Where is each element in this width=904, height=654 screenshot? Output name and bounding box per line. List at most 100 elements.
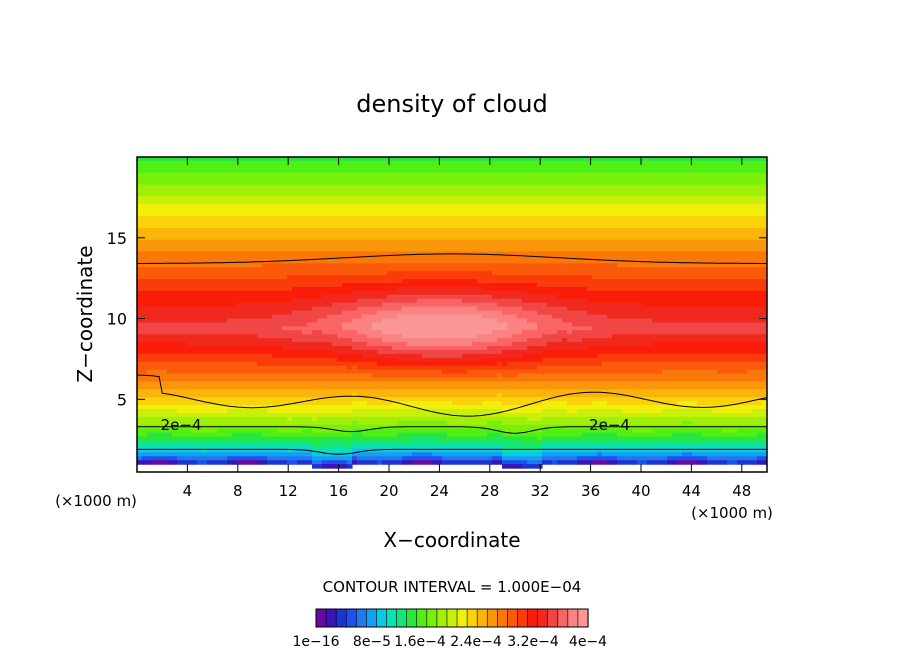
field-cell [252, 204, 258, 209]
field-cell [302, 180, 308, 186]
field-cell [197, 405, 203, 410]
field-cell [242, 160, 248, 166]
field-cell [197, 286, 203, 292]
field-cell [222, 409, 228, 414]
field-cell [332, 416, 338, 422]
field-cell [162, 176, 168, 182]
field-cell [227, 338, 233, 343]
field-cell [157, 259, 163, 264]
field-cell [182, 290, 188, 296]
field-cell [162, 342, 168, 347]
field-cell [322, 440, 328, 446]
field-cell [242, 420, 248, 426]
field-cell [182, 349, 188, 355]
field-cell [387, 342, 393, 347]
field-cell [247, 436, 253, 442]
field-cell [222, 440, 228, 446]
field-cell [292, 302, 298, 308]
field-cell [282, 353, 288, 359]
field-cell [407, 436, 413, 442]
field-cell [362, 176, 368, 182]
field-cell [442, 212, 448, 217]
field-cell [282, 286, 288, 292]
field-cell [287, 200, 293, 205]
field-cell [272, 452, 278, 457]
field-cell [282, 346, 288, 351]
field-cell [277, 235, 283, 241]
field-cell [142, 318, 148, 323]
field-cell [172, 180, 178, 186]
field-cell [157, 192, 163, 197]
field-cell [432, 239, 438, 245]
field-cell [137, 290, 143, 296]
field-cell [297, 184, 303, 190]
field-cell [177, 377, 183, 383]
field-cell [237, 204, 243, 209]
field-cell [162, 326, 168, 331]
field-cell [277, 306, 283, 312]
field-cell [162, 412, 168, 418]
field-cell [267, 302, 273, 308]
field-cell [322, 330, 328, 335]
field-cell [257, 412, 263, 418]
field-cell [317, 448, 323, 453]
field-cell [197, 267, 203, 272]
field-cell [262, 397, 268, 402]
field-cell [352, 290, 358, 296]
field-cell [262, 314, 268, 320]
field-cell [152, 220, 158, 225]
field-cell [337, 318, 343, 323]
field-cell [182, 357, 188, 363]
field-cell [177, 385, 183, 390]
field-cell [152, 440, 158, 446]
field-cell [387, 271, 393, 276]
field-cell [372, 353, 378, 359]
field-cell [202, 216, 208, 221]
field-cell [397, 349, 403, 355]
field-cell [317, 440, 323, 446]
field-cell [387, 286, 393, 292]
field-cell [222, 227, 228, 233]
field-cell [252, 172, 258, 178]
field-cell [402, 290, 408, 296]
field-cell [332, 243, 338, 249]
field-cell [397, 259, 403, 264]
field-cell [362, 204, 368, 209]
field-cell [377, 397, 383, 402]
field-cell [297, 432, 303, 438]
field-cell [162, 456, 168, 461]
field-cell [162, 353, 168, 359]
field-cell [287, 409, 293, 414]
field-cell [442, 436, 448, 442]
field-cell [387, 389, 393, 394]
field-cell [142, 176, 148, 182]
field-cell [307, 220, 313, 225]
field-cell [242, 275, 248, 280]
field-cell [402, 279, 408, 284]
field-cell [202, 377, 208, 383]
field-cell [287, 373, 293, 379]
field-cell [402, 223, 408, 229]
field-cell [197, 184, 203, 190]
field-cell [362, 271, 368, 276]
field-cell [152, 157, 158, 162]
field-cell [422, 176, 428, 182]
field-cell [402, 204, 408, 209]
field-cell [362, 405, 368, 410]
field-cell [442, 393, 448, 398]
field-cell [387, 346, 393, 351]
field-cell [367, 302, 373, 308]
field-cell [277, 208, 283, 213]
field-cell [242, 176, 248, 182]
field-cell [192, 168, 198, 174]
field-cell [392, 444, 398, 449]
field-cell [342, 286, 348, 292]
field-cell [187, 346, 193, 351]
field-cell [427, 353, 433, 359]
field-cell [277, 460, 283, 465]
field-cell [392, 184, 398, 190]
field-cell [377, 361, 383, 367]
field-cell [272, 373, 278, 379]
field-cell [217, 346, 223, 351]
field-cell [167, 338, 173, 343]
